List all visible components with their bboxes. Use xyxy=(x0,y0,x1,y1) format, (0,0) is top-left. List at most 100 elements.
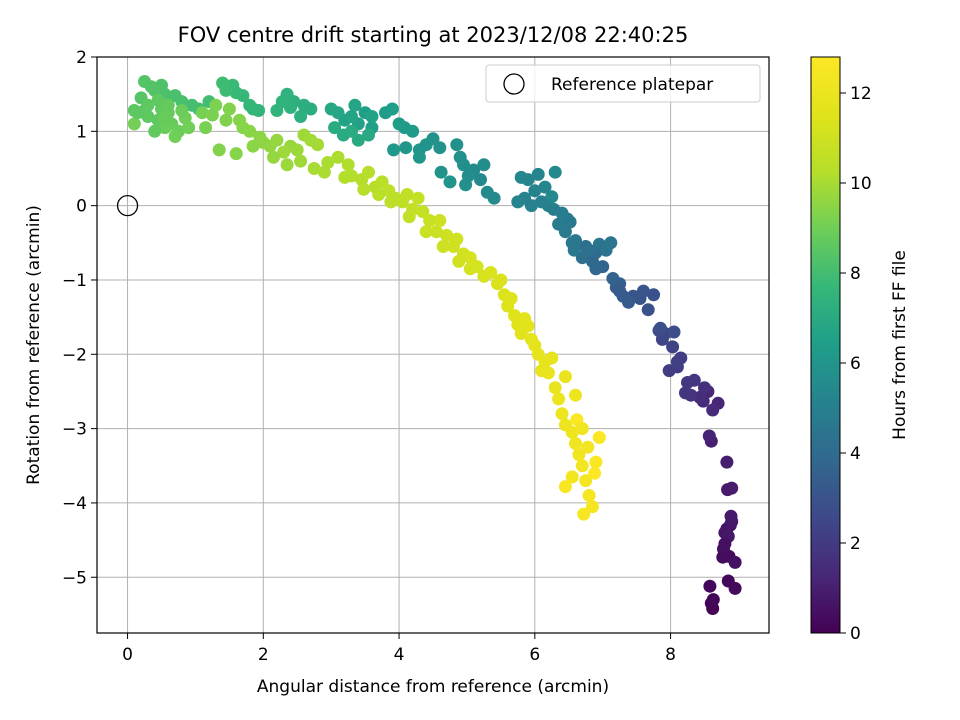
data-point xyxy=(440,228,454,242)
data-point xyxy=(720,455,734,469)
data-point xyxy=(528,184,542,198)
data-point xyxy=(402,210,416,224)
data-point xyxy=(569,388,582,402)
reference-platepar-marker xyxy=(116,194,139,217)
data-point xyxy=(362,128,375,142)
data-point xyxy=(182,121,196,135)
data-point xyxy=(270,133,284,147)
data-point xyxy=(246,139,260,153)
data-point xyxy=(175,104,189,117)
data-point xyxy=(434,165,448,179)
data-point xyxy=(589,455,603,469)
legend-open-circle-marker xyxy=(503,73,525,95)
data-point xyxy=(702,429,716,443)
data-point xyxy=(411,191,425,205)
data-point xyxy=(706,403,720,417)
data-point xyxy=(443,175,457,189)
data-point xyxy=(558,225,572,239)
data-point xyxy=(572,448,586,462)
data-point xyxy=(406,124,420,138)
data-point xyxy=(558,370,572,384)
data-point xyxy=(463,262,477,276)
data-point xyxy=(151,93,165,107)
y-axis-ticks: 2 1 0 −1 −2 −3 −4 −5 xyxy=(62,48,97,588)
x-axis-label: Angular distance from reference (arcmin) xyxy=(257,677,609,697)
colorbar-tick-label: 2 xyxy=(850,534,861,554)
y-tick-label: 0 xyxy=(76,197,87,217)
data-point xyxy=(387,143,401,157)
data-point xyxy=(400,188,414,201)
data-point xyxy=(433,214,447,227)
data-point xyxy=(243,124,257,138)
y-tick-label: −5 xyxy=(62,568,87,588)
y-tick-label: −2 xyxy=(62,345,87,365)
data-point xyxy=(168,89,182,103)
data-point xyxy=(372,188,386,201)
data-point xyxy=(328,121,342,135)
colorbar-label: Hours from first FF file xyxy=(890,250,910,440)
data-points xyxy=(127,75,742,615)
data-point xyxy=(586,500,599,514)
data-point xyxy=(545,351,559,365)
data-point xyxy=(412,150,426,164)
data-point xyxy=(666,340,680,354)
data-point xyxy=(219,113,233,127)
data-point xyxy=(647,288,661,302)
data-point xyxy=(588,466,602,480)
data-point xyxy=(357,182,371,196)
data-point xyxy=(307,162,321,175)
data-point xyxy=(141,98,155,112)
data-point xyxy=(351,133,365,147)
data-point xyxy=(429,225,443,239)
data-point xyxy=(311,138,325,152)
legend-box xyxy=(485,64,761,103)
data-point xyxy=(569,437,582,450)
data-point xyxy=(185,98,199,112)
data-point xyxy=(555,407,569,421)
data-point xyxy=(679,386,692,400)
data-point xyxy=(138,75,151,88)
data-point xyxy=(345,110,358,123)
x-tick-label: 8 xyxy=(665,645,676,665)
data-point xyxy=(535,195,549,209)
data-point xyxy=(338,170,352,184)
data-point xyxy=(280,158,294,172)
x-tick-label: 4 xyxy=(394,645,405,665)
data-point xyxy=(399,141,413,155)
data-point xyxy=(718,537,732,551)
data-point xyxy=(504,292,518,305)
data-point xyxy=(653,321,667,335)
x-tick-label: 0 xyxy=(122,645,133,665)
colorbar-gradient xyxy=(810,56,841,634)
data-point xyxy=(317,165,331,179)
data-point xyxy=(331,150,345,164)
data-point xyxy=(127,117,141,131)
data-point xyxy=(450,232,464,246)
data-point xyxy=(579,474,593,488)
data-point xyxy=(558,480,572,494)
data-point xyxy=(641,303,655,317)
data-point xyxy=(552,392,566,406)
data-point xyxy=(433,141,447,155)
data-point xyxy=(582,489,596,502)
data-point xyxy=(531,167,545,181)
data-point xyxy=(392,117,406,131)
data-point xyxy=(636,284,650,298)
data-point xyxy=(141,110,155,123)
data-point xyxy=(148,124,162,138)
chart-title: FOV centre drift starting at 2023/12/08 … xyxy=(178,23,689,47)
x-tick-label: 6 xyxy=(529,645,540,665)
data-point xyxy=(290,143,304,157)
data-point xyxy=(494,273,508,287)
data-point xyxy=(195,106,209,120)
colorbar-tick-label: 12 xyxy=(850,84,872,104)
data-point xyxy=(419,225,433,239)
data-point xyxy=(168,130,182,143)
x-axis-ticks: 0 2 4 6 8 xyxy=(122,633,676,665)
data-point xyxy=(423,214,437,227)
data-point xyxy=(577,507,591,521)
reference-marker xyxy=(116,194,139,217)
data-point xyxy=(474,173,487,187)
colorbar: 0 2 4 6 8 10 12 Hours from first FF file xyxy=(810,56,910,644)
